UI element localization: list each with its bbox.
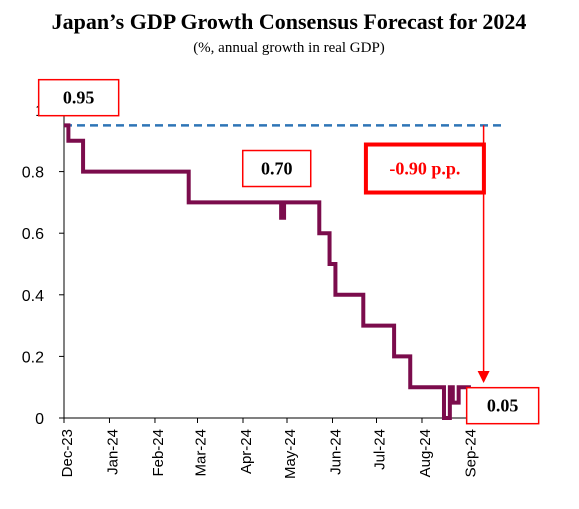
axes: 00.20.40.60.81Dec-23Jan-24Feb-24Mar-24Ap… [22, 103, 488, 479]
annotation-layer: 0.95 0.70 -0.90 p.p. 0.05 [37, 78, 540, 425]
y-tick-label: 0.6 [22, 226, 44, 243]
forecast-step-line [64, 123, 478, 420]
x-tick-label: Aug-24 [417, 429, 434, 477]
x-tick-label: May-24 [282, 429, 299, 479]
y-tick-label: 0.4 [22, 288, 44, 305]
x-tick-label: Jan-24 [104, 429, 121, 475]
annotation-label: 0.95 [63, 88, 95, 108]
x-tick-label: Apr-24 [238, 429, 255, 474]
chart-subtitle: (%, annual growth in real GDP) [193, 40, 385, 56]
series-layer [64, 123, 478, 420]
annotation-box [465, 386, 540, 425]
x-tick-label: Dec-23 [59, 429, 76, 477]
annotation-box [363, 142, 486, 195]
chart-title: Japan’s GDP Growth Consensus Forecast fo… [52, 9, 527, 34]
annotation-label: 0.05 [487, 396, 519, 416]
annotation-box [37, 78, 120, 117]
y-tick-label: 0.2 [22, 349, 44, 366]
x-tick-label: Feb-24 [150, 429, 167, 477]
x-tick-label: Jul-24 [371, 429, 388, 470]
x-tick-label: Jun-24 [327, 429, 344, 475]
x-tick-label: Sep-24 [462, 429, 479, 477]
y-tick-label: 0.8 [22, 165, 44, 182]
annotation-label: 0.70 [261, 159, 293, 179]
annotation-label: -0.90 p.p. [389, 159, 460, 179]
annotation-box [241, 149, 312, 188]
decrease-arrow-head [477, 371, 490, 384]
y-tick-label: 0 [35, 411, 44, 428]
x-tick-label: Mar-24 [193, 429, 210, 477]
